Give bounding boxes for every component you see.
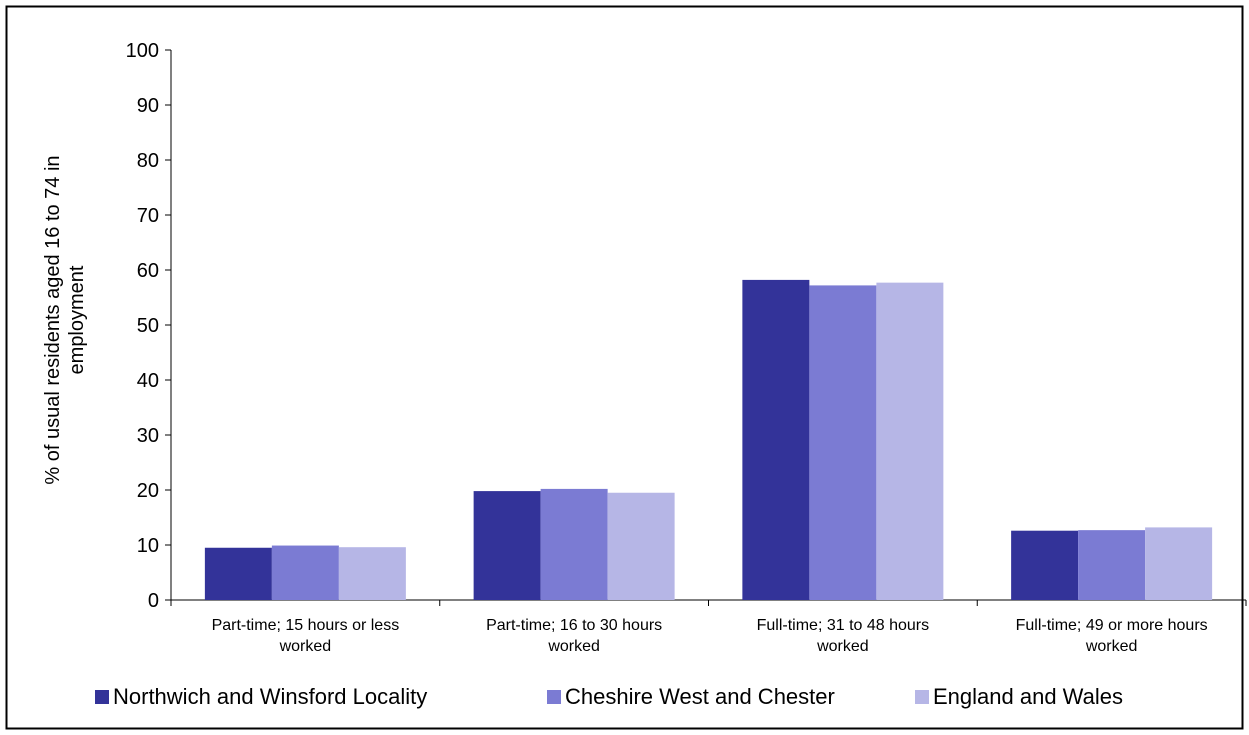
- y-tick-label: 20: [137, 480, 159, 502]
- bar: [607, 492, 675, 600]
- y-tick-label: 90: [137, 95, 159, 117]
- bar: [876, 282, 944, 600]
- legend: Northwich and Winsford Locality Cheshire …: [95, 684, 1123, 709]
- legend-swatch: [915, 690, 929, 704]
- bar: [1011, 530, 1079, 600]
- x-category-label: worked: [816, 638, 869, 655]
- y-tick-label: 30: [137, 425, 159, 447]
- x-category-label: Full-time; 31 to 48 hours: [757, 617, 930, 634]
- legend-label: England and Wales: [933, 684, 1123, 709]
- y-tick-label: 50: [137, 315, 159, 337]
- bar: [473, 491, 541, 600]
- bar: [271, 545, 339, 600]
- y-axis-title-line: % of usual residents aged 16 to 74 in: [42, 155, 64, 484]
- y-tick-label: 60: [137, 260, 159, 282]
- y-tick-label: 0: [148, 590, 159, 612]
- bar: [742, 279, 810, 600]
- x-category-label: Part-time; 15 hours or less: [212, 617, 400, 634]
- bar: [1078, 530, 1146, 600]
- y-tick-label: 100: [126, 40, 159, 62]
- chart-border: [5, 5, 1244, 730]
- x-category-label: Full-time; 49 or more hours: [1016, 617, 1208, 634]
- y-axis-title: % of usual residents aged 16 to 74 in emp…: [42, 155, 88, 484]
- bar: [204, 547, 272, 600]
- x-category-label: worked: [547, 638, 600, 655]
- y-tick-label: 10: [137, 535, 159, 557]
- legend-swatch: [547, 690, 561, 704]
- bar: [1145, 527, 1213, 600]
- plot-area: 0 10 20 30 40 50 60 70 80 90 100 Part-time; 15 hour…: [126, 40, 1247, 655]
- legend-swatch: [95, 690, 109, 704]
- x-category-label: Part-time; 16 to 30 hours: [486, 617, 662, 634]
- x-category-label: worked: [1085, 638, 1138, 655]
- bar: [338, 547, 406, 600]
- x-category-label: worked: [279, 638, 332, 655]
- bar: [809, 285, 877, 600]
- legend-label: Northwich and Winsford Locality: [113, 684, 427, 709]
- legend-label: Cheshire West and Chester: [565, 684, 835, 709]
- y-tick-label: 70: [137, 205, 159, 227]
- y-axis-title-line: employment: [66, 265, 88, 374]
- bar: [540, 488, 608, 600]
- y-tick-label: 40: [137, 370, 159, 392]
- y-tick-label: 80: [137, 150, 159, 172]
